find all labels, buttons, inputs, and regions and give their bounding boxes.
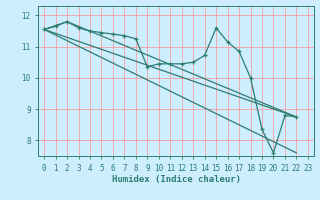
- X-axis label: Humidex (Indice chaleur): Humidex (Indice chaleur): [111, 175, 241, 184]
